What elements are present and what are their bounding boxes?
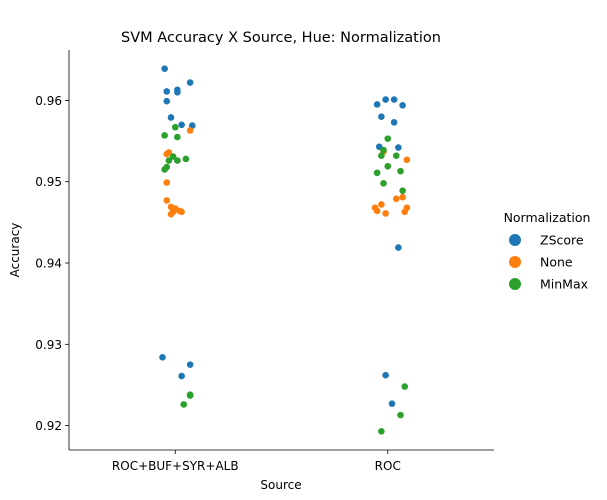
data-point-minmax bbox=[174, 133, 181, 141]
data-point-zscore bbox=[395, 244, 402, 251]
data-point-zscore bbox=[186, 79, 194, 86]
data-point-minmax bbox=[380, 146, 387, 154]
data-point-zscore bbox=[378, 113, 385, 120]
data-point-minmax bbox=[373, 169, 381, 177]
data-point-minmax bbox=[161, 166, 168, 173]
data-point-none bbox=[401, 208, 409, 216]
data-point-none bbox=[163, 197, 171, 204]
data-point-none bbox=[399, 193, 406, 201]
data-point-minmax bbox=[186, 392, 194, 399]
legend-marker-minmax bbox=[509, 278, 521, 290]
data-point-minmax bbox=[161, 132, 168, 139]
y-axis-ticks: 0.92 0.93 0.94 0.95 0.96 bbox=[35, 94, 69, 433]
data-point-minmax bbox=[397, 411, 404, 419]
legend-items: ZScore None MinMax bbox=[509, 233, 588, 292]
data-point-zscore bbox=[373, 101, 381, 108]
y-tick-label: 0.96 bbox=[35, 94, 62, 108]
data-point-zscore bbox=[178, 372, 185, 380]
data-point-zscore bbox=[174, 88, 181, 96]
data-point-zscore bbox=[399, 101, 406, 109]
data-point-none bbox=[392, 195, 400, 203]
data-point-zscore bbox=[390, 119, 398, 126]
data-points bbox=[159, 65, 411, 435]
x-tick-label: ROC+BUF+SYR+ALB bbox=[112, 459, 239, 473]
data-point-minmax bbox=[392, 152, 400, 159]
y-axis-label: Accuracy bbox=[8, 223, 22, 278]
y-tick-label: 0.93 bbox=[35, 338, 62, 352]
data-point-minmax bbox=[182, 155, 190, 163]
data-point-zscore bbox=[163, 88, 171, 95]
y-tick-label: 0.92 bbox=[35, 419, 62, 433]
legend-label-zscore: ZScore bbox=[540, 233, 584, 248]
data-point-none bbox=[163, 179, 171, 186]
data-point-none bbox=[178, 208, 185, 216]
data-point-zscore bbox=[161, 65, 168, 72]
data-point-minmax bbox=[171, 123, 179, 131]
legend-marker-none bbox=[509, 256, 521, 268]
data-point-minmax bbox=[380, 180, 387, 187]
data-point-minmax bbox=[169, 153, 177, 160]
chart-title: SVM Accuracy X Source, Hue: Normalizatio… bbox=[121, 30, 441, 46]
x-axis-ticks: ROC+BUF+SYR+ALB ROC bbox=[112, 450, 401, 473]
data-point-minmax bbox=[384, 162, 392, 170]
data-point-zscore bbox=[395, 144, 402, 151]
data-point-zscore bbox=[163, 97, 171, 105]
data-point-none bbox=[382, 210, 389, 217]
y-tick-label: 0.94 bbox=[35, 257, 62, 271]
data-point-minmax bbox=[378, 152, 385, 159]
x-tick-label: ROC bbox=[375, 459, 401, 473]
legend-label-none: None bbox=[540, 255, 573, 270]
legend-marker-zscore bbox=[509, 234, 521, 246]
data-point-none bbox=[373, 207, 381, 215]
data-point-zscore bbox=[382, 96, 389, 103]
data-point-zscore bbox=[390, 96, 398, 103]
data-point-zscore bbox=[388, 400, 396, 407]
data-point-none bbox=[378, 201, 385, 208]
data-point-none bbox=[186, 127, 194, 134]
legend: Normalization ZScore None MinMax bbox=[504, 210, 591, 292]
data-point-zscore bbox=[382, 371, 389, 379]
data-point-none bbox=[403, 156, 411, 164]
data-point-minmax bbox=[384, 135, 392, 142]
data-point-none bbox=[163, 150, 171, 158]
data-point-zscore bbox=[178, 121, 185, 129]
data-point-minmax bbox=[397, 167, 404, 175]
data-point-minmax bbox=[165, 157, 173, 164]
legend-label-minmax: MinMax bbox=[540, 277, 588, 292]
data-point-minmax bbox=[174, 157, 181, 164]
data-point-none bbox=[167, 210, 175, 218]
data-point-minmax bbox=[378, 428, 385, 435]
data-point-minmax bbox=[399, 187, 406, 194]
x-axis-label: Source bbox=[260, 478, 301, 492]
data-point-minmax bbox=[401, 383, 409, 390]
data-point-zscore bbox=[159, 354, 166, 361]
legend-title: Normalization bbox=[504, 210, 591, 225]
data-point-zscore bbox=[186, 361, 194, 368]
data-point-zscore bbox=[167, 114, 175, 121]
y-tick-label: 0.95 bbox=[35, 175, 62, 189]
data-point-minmax bbox=[180, 401, 188, 408]
